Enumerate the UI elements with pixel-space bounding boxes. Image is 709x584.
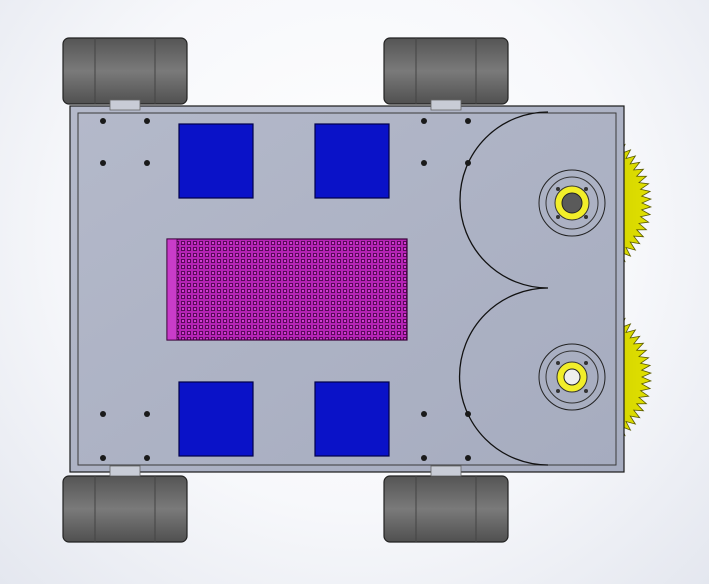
mount-hole-3: [421, 118, 427, 124]
motor-block-bottom-left: [178, 381, 254, 457]
mount-hole-6: [144, 160, 150, 166]
mount-hole-10: [144, 411, 150, 417]
motor-block-top-right: [314, 123, 390, 199]
mount-hole-15: [421, 455, 427, 461]
mount-hole-7: [421, 160, 427, 166]
mount-hole-5: [100, 160, 106, 166]
wheel-front-right: [383, 37, 509, 105]
mount-holes: [100, 118, 471, 461]
mount-hole-8: [465, 160, 471, 166]
mount-hole-4: [465, 118, 471, 124]
motor-block-bottom-right: [314, 381, 390, 457]
bearing-top: [538, 169, 606, 237]
mount-hole-12: [465, 411, 471, 417]
wheel-rear-right: [383, 475, 509, 543]
wheel-rear-left: [62, 475, 188, 543]
wheel-front-left: [62, 37, 188, 105]
mount-hole-9: [100, 411, 106, 417]
mesh-panel: [166, 238, 408, 341]
bearing-bottom: [538, 343, 606, 411]
mount-hole-13: [100, 455, 106, 461]
flywheel-cutout-outline: [458, 111, 549, 466]
mount-hole-16: [465, 455, 471, 461]
mount-hole-14: [144, 455, 150, 461]
mount-hole-2: [144, 118, 150, 124]
mount-hole-11: [421, 411, 427, 417]
mount-hole-1: [100, 118, 106, 124]
motor-block-top-left: [178, 123, 254, 199]
